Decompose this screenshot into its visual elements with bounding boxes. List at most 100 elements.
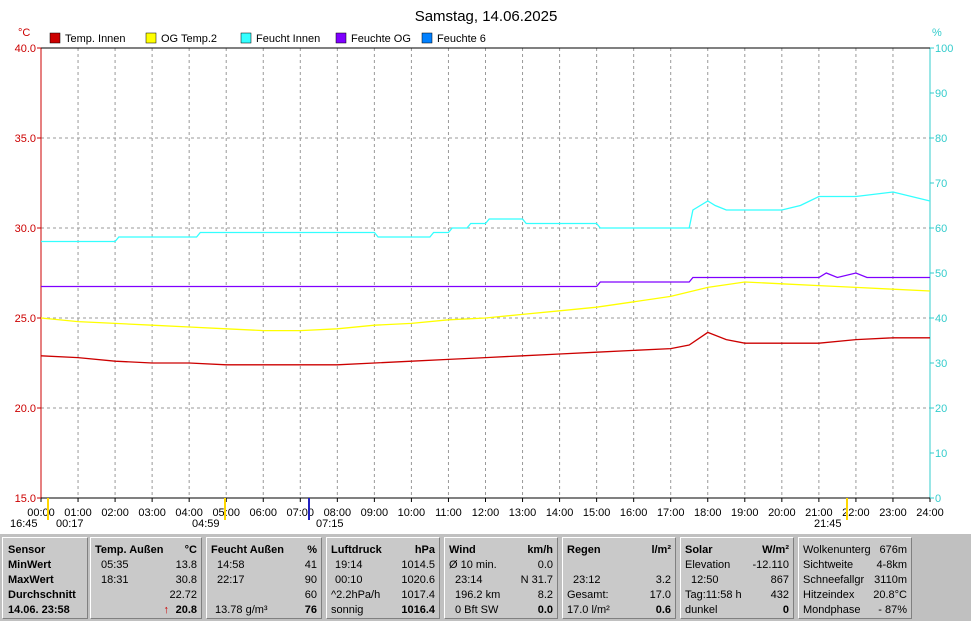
y-right-tick-label: 20 [935,403,947,415]
wind-r4-val: 0.0 [537,604,553,616]
misc-r4-label: Mondphase [803,604,861,616]
rain-section: Regen l/m² 23:12 3.2 Gesamt: 17.0 17.0 l/m²… [562,537,676,619]
x-tick-label: 07:00 [287,507,315,519]
left-unit: °C [18,27,30,39]
temp-header: Temp. Außen [95,544,164,556]
wind-r2-val: N 31.7 [520,574,553,586]
x-tick-label: 19:00 [731,507,759,519]
wind-r1-label: Ø 10 min. [449,559,497,571]
humid-avg: 60 [304,589,317,601]
misc-section: Wolkenunterg 676m Sichtweite 4-8km Schneef… [798,537,912,619]
misc-r4-val: - 87% [878,604,907,616]
x-tick-label: 03:00 [138,507,166,519]
humid-abs: 13.78 g/m³ [215,604,268,616]
humid-current: 76 [304,604,317,616]
x-tick-label: 17:00 [657,507,685,519]
pressure-header: Luftdruck [331,544,382,556]
solar-r3-label: Tag:11:58 h [685,589,742,601]
wind-r3-val: 8.2 [537,589,553,601]
pressure-r3-val: 1017.4 [401,589,435,601]
pressure-r3-label: ^2.2hPa/h [331,589,381,601]
date-label: 14.06. 23:58 [8,604,70,616]
x-tick-label: 01:00 [64,507,92,519]
solar-section: Solar W/m² Elevation -12.110 12:50 867 Tag:… [680,537,794,619]
y-left-tick-label: 40.0 [15,43,36,55]
x-tick-label: 02:00 [101,507,129,519]
x-tick-label: 18:00 [694,507,722,519]
rain-unit: l/m² [651,544,671,556]
y-right-tick-label: 0 [935,493,941,505]
series-line [41,191,931,243]
legend-swatch [335,32,347,44]
wind-r1-val: 0.0 [537,559,553,571]
min-label: MinWert [8,559,52,571]
weather-chart: Samstag, 14.06.2025 °C % Temp. Innen OG T… [10,8,954,530]
rain-r2-val: 3.2 [655,574,671,586]
x-tick-label: 21:00 [805,507,833,519]
misc-r1-label: Sichtweite [803,559,854,571]
y-right-tick-label: 70 [935,178,947,190]
x-tick-label: 05:00 [212,507,240,519]
wind-r3-label: 196.2 km [455,589,501,601]
y-right-tick-label: 60 [935,223,947,235]
annot-sunrise-left: 16:45 [10,518,38,530]
annot-sun-time: 04:59 [192,518,220,530]
pressure-section: Luftdruck hPa 19:14 1014.5 00:10 1020.6 ^2.… [326,537,440,619]
pressure-r4-label: sonnig [331,604,364,616]
series-line [40,281,931,332]
legend-swatch [49,32,61,44]
misc-r0-label: Wolkenunterg [803,544,871,556]
legend: Temp. Innen OG Temp.2 Feucht Innen Feuchte … [49,32,486,45]
wind-r2-time: 23:14 [455,574,483,586]
y-left-tick-label: 20.0 [15,403,36,415]
sensor-section: Sensor MinWert MaxWert Durchschnitt 14.0… [2,537,88,619]
y-left-tick-label: 25.0 [15,313,36,325]
legend-label: Feuchte OG [351,33,411,45]
x-tick-label: 12:00 [472,507,500,519]
pressure-r4-val: 1016.4 [401,604,435,616]
solar-unit: W/m² [762,544,789,556]
solar-r2-val: 867 [770,574,789,586]
x-tick-label: 11:00 [435,507,462,519]
humid-header: Feucht Außen [211,544,284,556]
pressure-r1-val: 1014.5 [401,559,435,571]
solar-r4-label: dunkel [685,604,718,616]
legend-label: OG Temp.2 [161,33,217,45]
legend-swatch [145,32,157,44]
x-tick-label: 22:00 [842,507,870,519]
x-tick-label: 20:00 [768,507,796,519]
rain-r3-val: 17.0 [649,589,671,601]
temp-unit: °C [184,544,197,556]
x-tick-label: 15:00 [583,507,611,519]
humid-max-val: 90 [304,574,317,586]
x-tick-label: 10:00 [398,507,426,519]
misc-r0-val: 676m [879,544,907,556]
summary-panel: Sensor MinWert MaxWert Durchschnitt 14.0… [0,534,971,621]
series-line [40,331,930,366]
annot-moon-time: 07:15 [316,518,344,530]
chart-title: Samstag, 14.06.2025 [415,8,558,25]
avg-label: Durchschnitt [8,589,76,601]
solar-r1-label: Elevation [685,559,731,571]
grid [41,48,930,498]
misc-r2-label: Schneefallgr [803,574,865,586]
solar-r3-val: 432 [770,589,789,601]
annot-sunset-time: 21:45 [814,518,842,530]
y-right-tick-label: 80 [935,133,947,145]
max-label: MaxWert [8,574,54,586]
y-right-tick-label: 40 [935,313,947,325]
wind-unit: km/h [527,544,553,556]
solar-r1-val: -12.110 [752,559,790,571]
x-tick-label: 13:00 [509,507,537,519]
misc-r1-val: 4-8km [876,559,907,571]
y-left-tick-label: 30.0 [15,223,36,235]
temp-section: Temp. Außen °C 05:35 13.8 18:31 30.8 22.72 … [90,537,202,619]
rain-r2-time: 23:12 [573,574,601,586]
legend-label: Temp. Innen [65,33,126,45]
humid-min-time: 14:58 [217,559,245,571]
misc-r3-label: Hitzeindex [803,589,855,601]
misc-r3-val: 20.8°C [873,589,907,601]
misc-r2-val: 3110m [874,574,907,586]
axes: 00:00 01:00 02:00 03:00 04:00 05:00 06:00 07:00… [15,43,954,519]
solar-header: Solar [685,544,713,556]
